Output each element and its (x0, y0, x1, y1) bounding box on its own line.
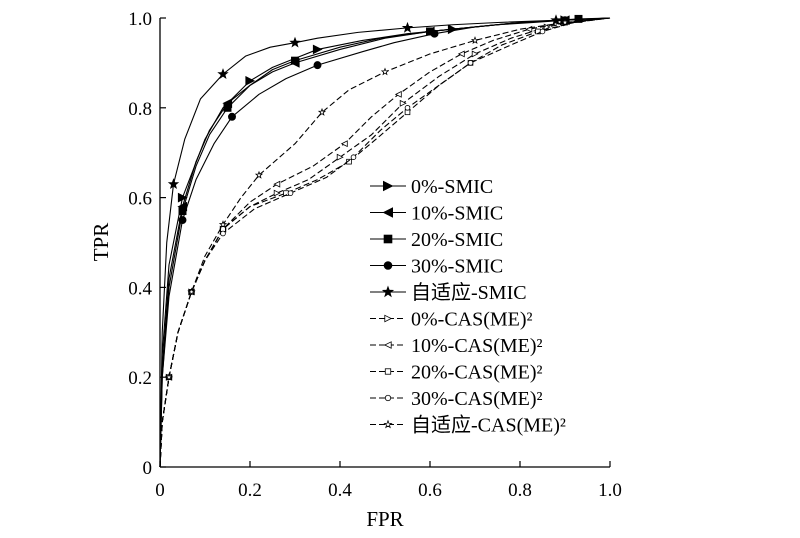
legend-label: 自适应-SMIC (411, 281, 527, 304)
data-point-star (164, 372, 174, 381)
data-point-circle (313, 61, 322, 70)
data-point-triangle-left (457, 50, 465, 58)
data-point-square (384, 368, 392, 375)
x-tick-label: 0 (155, 480, 165, 501)
legend-item: 30%-SMIC (370, 256, 503, 278)
y-tick-label: 0.2 (128, 368, 152, 389)
x-tick-label: 0.6 (418, 480, 442, 501)
legend-item: 0%-CAS(ME)² (370, 309, 533, 331)
legend-label: 自适应-CAS(ME)² (411, 414, 566, 437)
x-tick-label: 0.8 (508, 480, 532, 501)
legend-label: 0%-CAS(ME)² (411, 309, 533, 331)
data-point-star (217, 68, 229, 79)
data-point-star (187, 287, 196, 296)
legend-label: 30%-CAS(ME)² (411, 388, 543, 410)
series-10 (159, 17, 611, 468)
data-point-star (550, 14, 562, 26)
data-point-triangle-right (471, 50, 479, 58)
x-tick-label: 0.4 (328, 480, 352, 501)
x-axis-ticks: 0 0.2 0.4 0.6 0.8 1.0 (155, 461, 622, 501)
data-point-circle (350, 154, 357, 160)
y-tick-label: 0.6 (128, 189, 152, 210)
data-point-triangle-right (382, 180, 394, 192)
legend-item: 20%-SMIC (370, 229, 503, 251)
plot-frame (159, 18, 610, 468)
data-point-triangle-left (383, 341, 392, 349)
data-point-square (404, 109, 411, 116)
data-point-star (254, 170, 264, 179)
legend-label: 20%-CAS(ME)² (411, 362, 543, 384)
legend-item: 30%-CAS(ME)² (370, 388, 543, 410)
data-point-star (560, 18, 570, 27)
series-line (159, 17, 611, 468)
data-point-triangle-left (340, 140, 348, 148)
data-point-triangle-right (273, 189, 281, 197)
data-point-star (381, 285, 395, 298)
data-point-circle (383, 261, 393, 270)
y-tick-label: 0.8 (128, 99, 152, 120)
series-line (159, 17, 611, 468)
data-point-star (289, 36, 301, 48)
legend-label: 20%-SMIC (411, 229, 503, 251)
data-point-circle (287, 190, 294, 196)
data-point-circle (430, 29, 439, 38)
legend-item: 0%-SMIC (370, 176, 493, 198)
series-line (159, 17, 611, 468)
data-point-star (218, 220, 228, 229)
y-tick-label: 0 (143, 458, 153, 479)
x-tick-label: 1.0 (598, 480, 622, 501)
series-layer (159, 14, 611, 468)
data-point-triangle-right (245, 76, 256, 86)
legend: 0%-SMIC 10%-SMIC 20%-SMIC 30%-SMIC 自适应-SMIC 0… (370, 176, 566, 437)
data-point-square (383, 234, 393, 244)
data-point-square (223, 103, 232, 112)
series-5 (159, 14, 611, 468)
y-tick-label: 1.0 (128, 9, 152, 30)
data-point-square (291, 56, 299, 65)
data-point-triangle-left (382, 207, 394, 218)
data-point-star (380, 67, 390, 76)
x-tick-label: 0.2 (238, 480, 262, 501)
legend-item: 自适应-CAS(ME)² (370, 414, 566, 437)
y-tick-label: 0.4 (128, 278, 152, 299)
data-point-triangle-right (177, 192, 188, 203)
data-point-circle (384, 394, 392, 402)
legend-label: 30%-SMIC (411, 256, 503, 278)
data-point-circle (178, 216, 187, 225)
data-point-circle (467, 60, 474, 66)
data-point-triangle-left (394, 90, 402, 98)
y-axis-label: TPR (89, 223, 113, 262)
data-point-star (401, 21, 414, 33)
data-point-star (317, 107, 327, 116)
legend-label: 10%-CAS(ME)² (411, 335, 543, 357)
data-point-star (383, 419, 393, 429)
data-point-star (167, 178, 180, 189)
data-point-triangle-right (336, 153, 344, 161)
data-point-circle (404, 105, 411, 111)
legend-label: 0%-SMIC (411, 176, 493, 198)
data-point-triangle-left (273, 180, 281, 188)
data-point-circle (220, 230, 226, 237)
data-point-circle (228, 112, 236, 121)
legend-item: 10%-CAS(ME)² (370, 335, 543, 357)
legend-label: 10%-SMIC (411, 203, 503, 225)
data-point-circle (539, 28, 546, 35)
legend-item: 20%-CAS(ME)² (370, 362, 543, 384)
data-point-star (470, 36, 480, 44)
data-point-triangle-right (384, 314, 393, 323)
legend-item: 自适应-SMIC (370, 281, 527, 304)
y-axis-ticks: 0 0.2 0.4 0.6 0.8 1.0 (128, 9, 166, 479)
legend-item: 10%-SMIC (370, 203, 503, 225)
data-point-triangle-right (312, 44, 323, 55)
data-point-triangle-right (399, 99, 407, 107)
x-axis-label: FPR (366, 507, 403, 531)
